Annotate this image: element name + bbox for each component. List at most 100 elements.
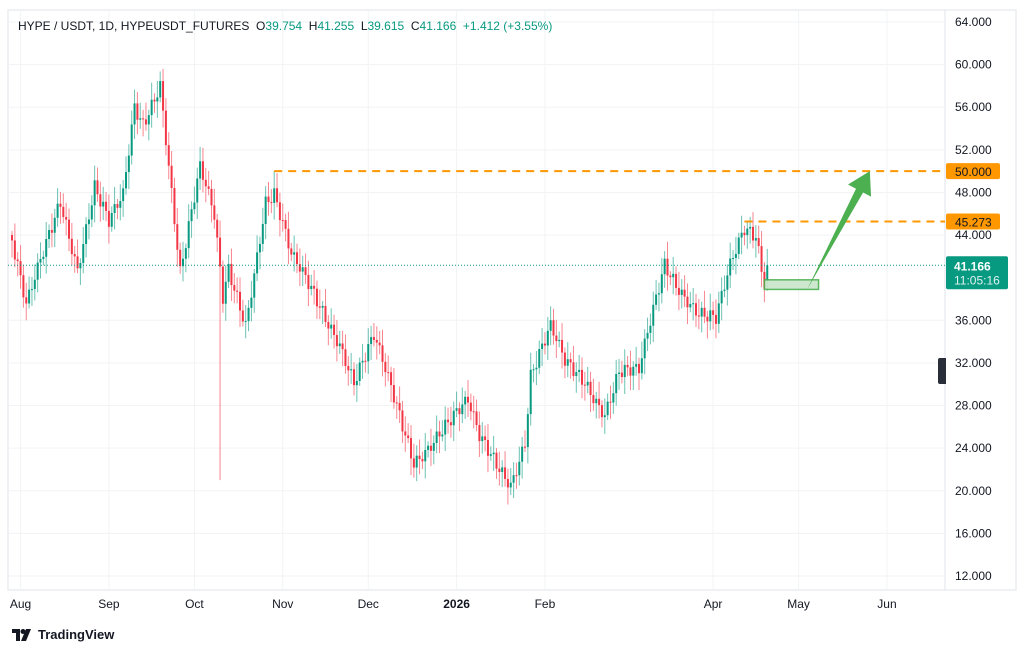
candle xyxy=(22,264,25,308)
candle xyxy=(677,271,680,311)
candle xyxy=(481,422,484,454)
candle-body xyxy=(13,240,16,260)
candle xyxy=(734,237,737,275)
x-tick-label: Nov xyxy=(272,597,293,611)
candle-body xyxy=(278,202,281,221)
candle-body xyxy=(85,224,88,244)
candle-body xyxy=(543,343,546,346)
candle-body xyxy=(347,365,350,371)
candle-body xyxy=(378,342,381,346)
candle-body xyxy=(743,232,746,236)
candle-body xyxy=(133,103,136,125)
candle-body xyxy=(244,321,247,323)
candle xyxy=(449,406,452,438)
candle xyxy=(646,317,649,352)
candle-body xyxy=(632,366,635,376)
candle-body xyxy=(19,261,22,276)
candle xyxy=(293,235,296,272)
candle xyxy=(603,398,606,434)
candle-body xyxy=(566,359,569,366)
candle xyxy=(36,253,39,293)
candle-body xyxy=(592,395,595,404)
candle-body xyxy=(575,372,578,377)
candle xyxy=(484,425,487,452)
candle-body xyxy=(45,239,48,257)
candle-body xyxy=(603,415,606,418)
candle-body xyxy=(321,305,324,308)
tradingview-logo[interactable]: TradingView xyxy=(12,627,114,642)
x-tick-label: Feb xyxy=(535,597,556,611)
candle xyxy=(48,224,51,249)
candle-body xyxy=(415,455,418,468)
candle-body xyxy=(427,445,430,450)
candle xyxy=(344,334,347,374)
candle-body xyxy=(298,264,301,272)
candle-body xyxy=(227,263,230,282)
y-tick-label: 24.000 xyxy=(955,441,992,455)
open-value: 39.754 xyxy=(265,19,303,33)
candle-body xyxy=(370,337,373,345)
candle-body xyxy=(558,339,561,342)
candle xyxy=(578,354,581,383)
candle xyxy=(760,231,763,288)
candle-body xyxy=(310,285,313,290)
candle-body xyxy=(68,219,70,239)
candle-body xyxy=(672,273,675,278)
candle xyxy=(341,330,344,367)
candle-body xyxy=(712,310,715,315)
candle-body xyxy=(720,290,723,304)
candle-body xyxy=(686,296,689,308)
candle xyxy=(686,283,689,325)
candle xyxy=(754,225,757,258)
candle-body xyxy=(478,425,481,442)
candle-body xyxy=(387,372,390,374)
candle xyxy=(612,382,615,414)
candle-body xyxy=(290,248,293,255)
candle xyxy=(327,315,330,346)
candle xyxy=(683,275,686,307)
candle xyxy=(618,358,621,390)
candle xyxy=(418,439,421,475)
candle-body xyxy=(375,339,378,343)
candle xyxy=(692,287,695,321)
candle-body xyxy=(546,330,549,346)
candle xyxy=(455,391,458,418)
candle xyxy=(130,110,133,165)
candle-body xyxy=(583,384,586,386)
candle-body xyxy=(484,436,487,440)
candle-body xyxy=(381,345,384,362)
candle xyxy=(720,277,723,321)
candle xyxy=(387,355,390,382)
chart-legend: HYPE / USDT, 1D, HYPEUSDT_FUTURES O39.75… xyxy=(18,19,552,33)
candle xyxy=(689,291,692,313)
candle xyxy=(142,109,145,137)
candle-body xyxy=(404,431,407,436)
scroll-to-realtime-tab[interactable] xyxy=(938,358,946,384)
candle-body xyxy=(412,458,415,468)
candle-body xyxy=(239,291,241,311)
tradingview-logo-icon xyxy=(12,628,31,641)
candle-body xyxy=(99,194,102,207)
candle xyxy=(703,290,706,324)
candle-body xyxy=(167,145,170,166)
candle-body xyxy=(726,275,729,290)
x-tick-label: Oct xyxy=(185,597,204,611)
candle xyxy=(444,406,447,451)
candle xyxy=(561,323,564,369)
candle xyxy=(65,202,68,236)
candle xyxy=(310,274,313,296)
candle xyxy=(276,173,279,208)
candle xyxy=(213,188,216,229)
candle-body xyxy=(640,358,643,374)
candle xyxy=(666,241,669,291)
candle xyxy=(307,260,310,307)
candle-body xyxy=(30,289,33,291)
candle xyxy=(230,248,233,301)
candle-body xyxy=(338,343,341,347)
chart-frame xyxy=(7,9,1017,591)
countdown-label: 11:05:16 xyxy=(954,273,1000,287)
candle-body xyxy=(447,419,450,423)
candle xyxy=(338,330,341,354)
candle xyxy=(643,329,646,375)
